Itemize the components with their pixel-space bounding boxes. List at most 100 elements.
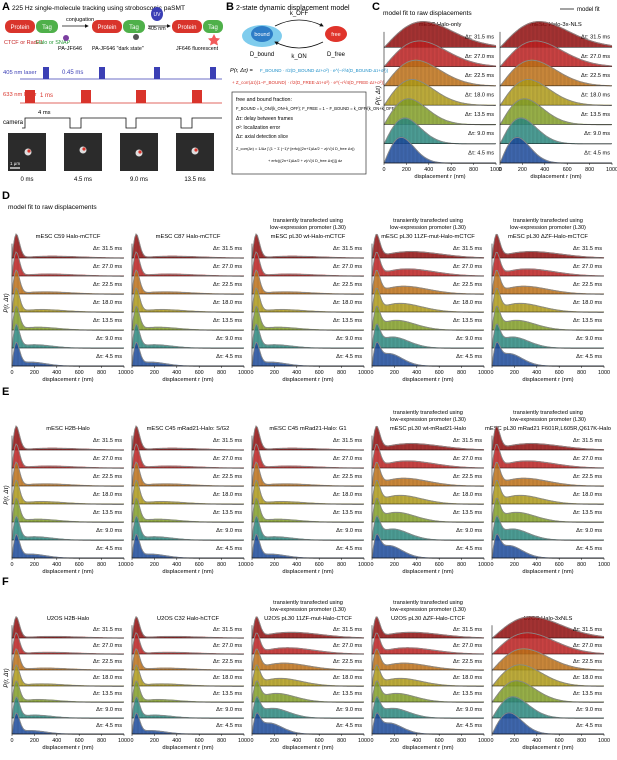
chart-title: mESC C87 Halo-mCTCF: [156, 234, 221, 240]
x-tick-label: 600: [435, 370, 444, 376]
panel-b: 2-state dynamic displacement model bound…: [230, 5, 396, 175]
eq-term-1: F_BOUND · r/2(D_BOUND·Δτ+σ²) · e^(−r²/4(…: [260, 68, 389, 73]
x-tick-label: 0: [371, 370, 374, 376]
bound-label: bound: [254, 32, 269, 38]
x-axis-label: displacement r (nm): [402, 377, 453, 383]
delta-tau-label: Δτ: 27.0 ms: [573, 264, 602, 270]
chart-subtitle: mESC pL30 wt-Halo-mCTCF: [271, 234, 346, 240]
ctcf-rad21-label: CTCF or Rad21: [4, 40, 43, 46]
delta-tau-label: Δτ: 18.0 ms: [581, 92, 610, 98]
delta-tau-label: Δτ: 9.0 ms: [336, 336, 362, 342]
x-tick-label: 1000: [118, 370, 130, 376]
free-state: [325, 26, 347, 42]
box-line-4: Δz: axial detection slice: [236, 134, 288, 140]
model-fit-line: [383, 117, 496, 145]
model-fit-line: [11, 323, 124, 349]
delta-tau-label: Δτ: 9.0 ms: [468, 131, 494, 137]
x-tick-label: 200: [390, 370, 399, 376]
laser633-pulse-1: [25, 90, 35, 103]
model-fit-line: [491, 323, 604, 349]
eq-term-2: + Z_corr(Δτ)(1−F_BOUND) · r/2(D_FREE·Δτ+…: [232, 80, 385, 85]
delta-tau-label: Δτ: 13.5 ms: [465, 112, 494, 118]
protein-2-label: Protein: [97, 25, 116, 31]
tag-1: [36, 20, 58, 33]
panel-a-title: 225 Hz single-molecule tracking using st…: [12, 5, 185, 12]
x-tick-label: 600: [555, 370, 564, 376]
fluorescent-star-icon: [208, 34, 220, 46]
delta-tau-label: Δτ: 4.5 ms: [96, 354, 122, 360]
tag-3: [203, 20, 223, 33]
laser633-pulse-3: [136, 90, 146, 103]
x-tick-label: 200: [150, 370, 159, 376]
x-tick-label: 400: [172, 370, 181, 376]
x-tick-label: 200: [270, 370, 279, 376]
model-fit-line: [11, 287, 124, 313]
x-tick-label: 0: [251, 370, 254, 376]
dark-dye: [133, 34, 139, 40]
model-fit-line: [371, 252, 484, 277]
delta-tau-label: Δτ: 13.5 ms: [213, 318, 242, 324]
x-tick-label: 400: [540, 167, 549, 173]
uv-bulb-icon: [151, 7, 163, 21]
x-tick-label: 0: [131, 370, 134, 376]
delta-tau-label: Δτ: 22.5 ms: [581, 73, 610, 79]
y-axis-label: P(r, Δτ): [4, 293, 10, 312]
frame-time-1: 0 ms: [20, 177, 33, 183]
chart-title: transiently transfected using low-express…: [390, 218, 466, 231]
delta-tau-label: Δτ: 27.0 ms: [93, 264, 122, 270]
chart-d-5: transiently transfected using low-express…: [371, 218, 491, 383]
x-axis-label: displacement r (nm): [414, 174, 465, 180]
x-tick-label: 800: [217, 370, 226, 376]
x-tick-label: 600: [195, 370, 204, 376]
delta-tau-label: Δτ: 18.0 ms: [93, 492, 122, 498]
uv-label: UV: [154, 12, 162, 18]
uv-405-label: 405 nm: [148, 26, 166, 32]
chart-d-2: mESC C59 Halo-mCTCF Δτ: 31.5 ms Δτ: 27.0 m…: [4, 233, 130, 383]
delta-tau-label: Δτ: 18.0 ms: [465, 92, 494, 98]
protein-2: [92, 20, 122, 33]
camera-label: camera: [3, 120, 24, 126]
x-tick-label: 1000: [606, 167, 617, 173]
tag-2: [123, 20, 145, 33]
x-tick-label: 0: [499, 167, 502, 173]
delta-tau-label: Δτ: 27.0 ms: [465, 54, 494, 60]
delta-tau-label: Δτ: 22.5 ms: [573, 282, 602, 288]
x-tick-label: 800: [457, 370, 466, 376]
delta-tau-label: Δτ: 31.5 ms: [93, 246, 122, 252]
model-fit-line: [491, 305, 604, 331]
chart-c-1: mESC Halo-3x-NLS Δτ: 31.5 ms Δτ: 27.0 ms Δτ…: [499, 21, 617, 180]
delta-tau-label: Δτ: 27.0 ms: [213, 264, 242, 270]
delta-tau-label: Δτ: 9.0 ms: [456, 336, 482, 342]
chart-title: mESC H2B-Halo: [46, 426, 90, 432]
delta-tau-label: Δτ: 22.5 ms: [453, 282, 482, 288]
x-tick-label: 200: [30, 370, 39, 376]
delta-tau-label: Δτ: 13.5 ms: [573, 318, 602, 324]
panel-d-heading: model fit to raw displacements: [8, 204, 97, 211]
x-tick-label: 0: [383, 167, 386, 173]
k-off-arrow: [274, 19, 324, 27]
chart-subtitle: mESC pL30 11ZF-mut-Halo-mCTCF: [381, 234, 475, 240]
panel-letter-d: D: [2, 190, 10, 202]
chart-d-6: transiently transfected using low-express…: [491, 218, 611, 383]
delta-tau-label: Δτ: 18.0 ms: [453, 300, 482, 306]
delta-tau-label: Δτ: 4.5 ms: [584, 150, 610, 156]
delta-tau-label: Δτ: 22.5 ms: [93, 474, 122, 480]
delta-tau-label: Δτ: 4.5 ms: [336, 354, 362, 360]
tag-2-label: Tag: [129, 25, 139, 31]
frame-time-4: 13.5 ms: [184, 177, 205, 183]
camera-trace: [22, 117, 222, 129]
panel-a: 225 Hz single-molecule tracking using st…: [3, 5, 223, 183]
laser405-pulse-2: [99, 67, 105, 79]
model-fit-line: [11, 515, 124, 541]
d-free-label: D_free: [327, 52, 346, 58]
delta-tau-label: Δτ: 27.0 ms: [93, 456, 122, 462]
model-fit-line: [251, 287, 364, 313]
x-tick-label: 600: [447, 167, 456, 173]
chart-subtitle: mESC pL30 ΔZF-Halo-mCTCF: [508, 234, 588, 240]
delta-tau-label: Δτ: 31.5 ms: [93, 438, 122, 444]
model-fit-line: [499, 21, 612, 48]
delta-tau-label: Δτ: 27.0 ms: [333, 264, 362, 270]
tag-3-label: Tag: [208, 25, 218, 31]
